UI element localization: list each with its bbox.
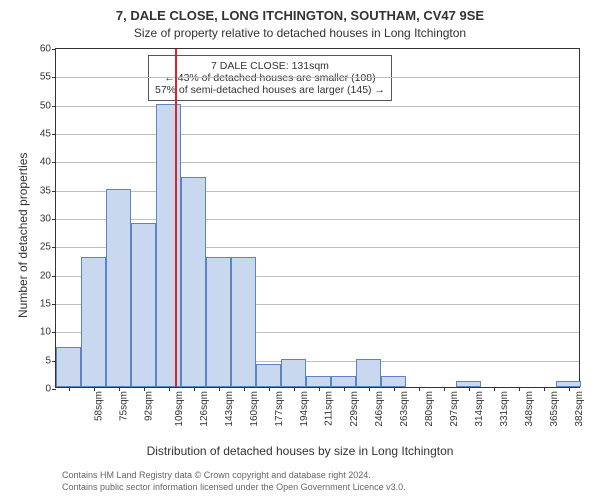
footer-line-2: Contains public sector information licen… bbox=[62, 482, 406, 492]
ytick-label: 50 bbox=[40, 100, 56, 111]
chart-title: 7, DALE CLOSE, LONG ITCHINGTON, SOUTHAM,… bbox=[0, 8, 600, 23]
ytick-label: 5 bbox=[45, 355, 56, 366]
xtick-label: 109sqm bbox=[174, 391, 185, 427]
histogram-bar bbox=[81, 257, 106, 387]
xtick-label: 126sqm bbox=[199, 391, 210, 427]
xtick-mark bbox=[319, 387, 320, 391]
xtick-label: 348sqm bbox=[524, 391, 535, 427]
xtick-label: 297sqm bbox=[449, 391, 460, 427]
xtick-label: 143sqm bbox=[224, 391, 235, 427]
histogram-bar bbox=[156, 104, 181, 387]
xtick-label: 246sqm bbox=[374, 391, 385, 427]
y-axis-label: Number of detached properties bbox=[16, 153, 30, 318]
gridline bbox=[56, 219, 579, 220]
xtick-mark bbox=[519, 387, 520, 391]
footer-line-1: Contains HM Land Registry data © Crown c… bbox=[62, 470, 371, 480]
histogram-bar bbox=[106, 189, 131, 387]
xtick-mark bbox=[269, 387, 270, 391]
histogram-bar bbox=[356, 359, 381, 387]
xtick-mark bbox=[169, 387, 170, 391]
ytick-label: 0 bbox=[45, 384, 56, 395]
annotation-line-3: 57% of semi-detached houses are larger (… bbox=[155, 84, 385, 96]
xtick-label: 58sqm bbox=[93, 391, 104, 421]
histogram-bar bbox=[231, 257, 256, 387]
xtick-mark bbox=[369, 387, 370, 391]
xtick-label: 177sqm bbox=[274, 391, 285, 427]
gridline bbox=[56, 77, 579, 78]
xtick-mark bbox=[244, 387, 245, 391]
xtick-mark bbox=[469, 387, 470, 391]
xtick-mark bbox=[69, 387, 70, 391]
gridline bbox=[56, 134, 579, 135]
xtick-label: 280sqm bbox=[424, 391, 435, 427]
xtick-label: 194sqm bbox=[299, 391, 310, 427]
xtick-label: 75sqm bbox=[118, 391, 129, 421]
marker-line bbox=[175, 49, 177, 387]
xtick-mark bbox=[569, 387, 570, 391]
xtick-label: 263sqm bbox=[399, 391, 410, 427]
xtick-mark bbox=[144, 387, 145, 391]
ytick-label: 35 bbox=[40, 185, 56, 196]
histogram-bar bbox=[181, 177, 206, 387]
gridline bbox=[56, 162, 579, 163]
ytick-label: 15 bbox=[40, 299, 56, 310]
xtick-mark bbox=[194, 387, 195, 391]
annotation-line-1: 7 DALE CLOSE: 131sqm bbox=[155, 60, 385, 72]
xtick-label: 160sqm bbox=[249, 391, 260, 427]
histogram-bar bbox=[56, 347, 81, 387]
xtick-mark bbox=[544, 387, 545, 391]
ytick-label: 10 bbox=[40, 327, 56, 338]
xtick-label: 229sqm bbox=[349, 391, 360, 427]
chart-container: { "title": "7, DALE CLOSE, LONG ITCHINGT… bbox=[0, 0, 600, 500]
ytick-label: 40 bbox=[40, 157, 56, 168]
xtick-mark bbox=[294, 387, 295, 391]
xtick-mark bbox=[94, 387, 95, 391]
histogram-bar bbox=[331, 376, 356, 387]
xtick-label: 211sqm bbox=[323, 391, 334, 426]
histogram-bar bbox=[381, 376, 406, 387]
ytick-label: 45 bbox=[40, 129, 56, 140]
gridline bbox=[56, 106, 579, 107]
gridline bbox=[56, 191, 579, 192]
plot-area: 7 DALE CLOSE: 131sqm ← 43% of detached h… bbox=[55, 48, 580, 388]
xtick-mark bbox=[444, 387, 445, 391]
ytick-label: 30 bbox=[40, 214, 56, 225]
ytick-label: 20 bbox=[40, 270, 56, 281]
histogram-bar bbox=[131, 223, 156, 387]
xtick-mark bbox=[119, 387, 120, 391]
ytick-label: 25 bbox=[40, 242, 56, 253]
xtick-label: 365sqm bbox=[549, 391, 560, 427]
histogram-bar bbox=[306, 376, 331, 387]
xtick-mark bbox=[494, 387, 495, 391]
chart-subtitle: Size of property relative to detached ho… bbox=[0, 26, 600, 40]
histogram-bar bbox=[281, 359, 306, 387]
histogram-bar bbox=[206, 257, 231, 387]
xtick-label: 92sqm bbox=[143, 391, 154, 421]
xtick-mark bbox=[419, 387, 420, 391]
xtick-label: 314sqm bbox=[474, 391, 485, 427]
xtick-mark bbox=[219, 387, 220, 391]
xtick-label: 382sqm bbox=[574, 391, 585, 427]
xtick-mark bbox=[344, 387, 345, 391]
xtick-label: 331sqm bbox=[499, 391, 510, 427]
ytick-label: 55 bbox=[40, 72, 56, 83]
histogram-bar bbox=[256, 364, 281, 387]
x-axis-label: Distribution of detached houses by size … bbox=[0, 444, 600, 458]
xtick-mark bbox=[394, 387, 395, 391]
ytick-label: 60 bbox=[40, 44, 56, 55]
